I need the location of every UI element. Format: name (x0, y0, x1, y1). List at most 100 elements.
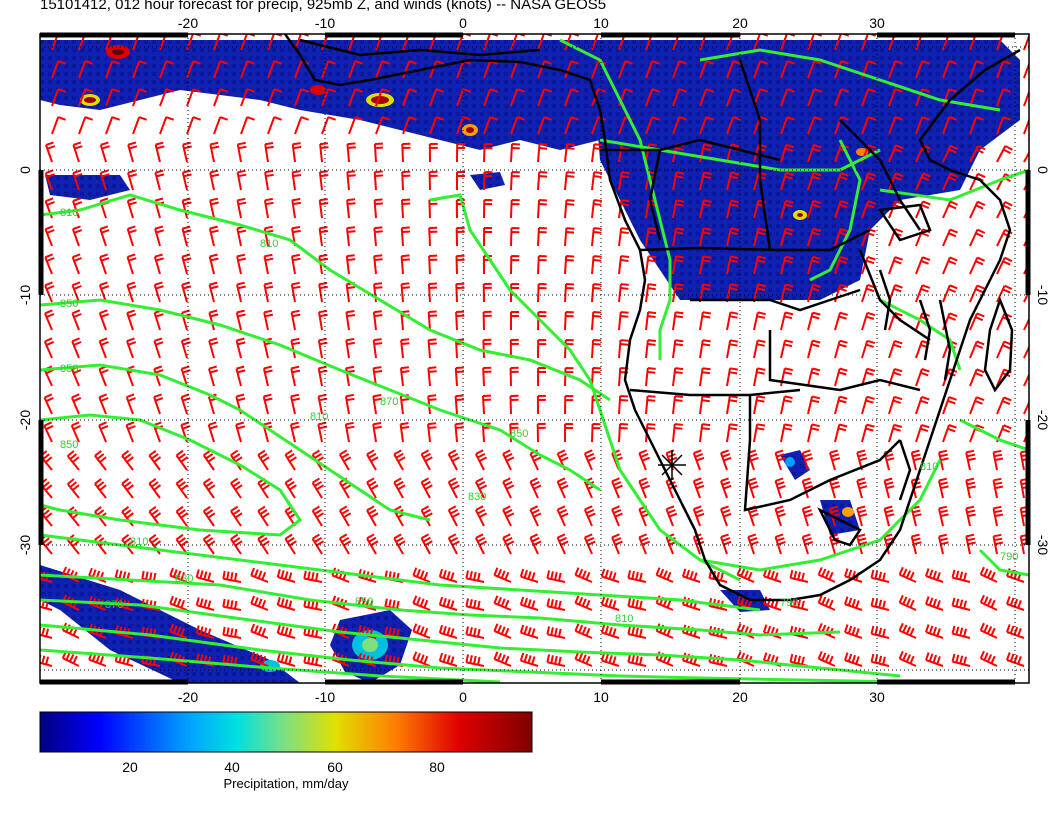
wind-barb (611, 477, 623, 499)
wind-barb (267, 88, 283, 107)
wind-barb (942, 424, 957, 443)
contour-line (429, 193, 741, 582)
wind-barb (159, 88, 175, 107)
map-title: 15101412, 012 hour forecast for precip, … (40, 0, 607, 13)
contour-line (40, 533, 761, 612)
contour-label: 830 (468, 491, 486, 503)
wind-barb (801, 533, 814, 555)
lon-tick-label: 10 (593, 15, 609, 31)
wind-barb (153, 337, 164, 359)
wind-barb (262, 393, 273, 415)
contour-line (40, 298, 601, 492)
wind-barb (372, 310, 383, 331)
wind-barb (611, 533, 623, 555)
wind-barb (537, 171, 548, 191)
wind-barb (510, 199, 520, 219)
wind-barb (969, 396, 985, 415)
wind-barb (465, 570, 485, 583)
lat-tick-label: -20 (1035, 410, 1051, 430)
contour-label: 870 (105, 599, 123, 611)
wind-barb (393, 533, 406, 555)
wind-barb (780, 116, 796, 135)
wind-barb (153, 393, 164, 415)
wind-barb (537, 88, 553, 107)
lon-tick-label: 0 (459, 689, 467, 705)
contour-label: 810 (60, 207, 78, 219)
wind-barb (645, 60, 661, 79)
wind-barb (672, 60, 688, 79)
wind-barb (672, 199, 685, 219)
wind-barb (591, 423, 601, 443)
wind-barb (910, 533, 922, 555)
wind-barb (482, 394, 492, 415)
wind-barb (546, 598, 566, 611)
wind-barb (915, 368, 930, 387)
wind-barb (883, 533, 895, 555)
wind-barb (618, 255, 630, 275)
madagascar-coast (983, 296, 1014, 393)
contour-line (40, 413, 303, 537)
wind-barb (318, 254, 329, 275)
wind-barb (1023, 344, 1029, 359)
wind-barb (969, 284, 985, 303)
wind-barb (969, 88, 985, 107)
country-border (839, 119, 922, 231)
wind-barb (402, 88, 418, 107)
wind-barb (195, 569, 215, 583)
wind-barb (66, 450, 80, 471)
wind-barb (456, 116, 472, 135)
wind-barb (114, 597, 134, 611)
right-lat-labels: 0 -10 -20 -30 (1035, 166, 1051, 555)
lon-tick-label: -10 (315, 689, 335, 705)
wind-barb (780, 171, 794, 191)
wind-barb (856, 449, 868, 471)
wind-barb (564, 199, 575, 219)
wind-barb (915, 200, 931, 219)
wind-barb (263, 197, 274, 219)
wind-barb (456, 88, 472, 107)
contour-label: 850 (60, 439, 78, 451)
wind-barb (319, 142, 329, 163)
wind-barb (915, 423, 930, 443)
wind-barb (780, 255, 794, 275)
wind-barb (672, 311, 684, 331)
wind-barb (618, 311, 629, 331)
wind-barb (250, 567, 269, 583)
wind-barb (482, 282, 492, 303)
wind-barb (861, 116, 877, 135)
wind-barb (372, 338, 383, 359)
wind-barb (692, 477, 705, 499)
wind-barb (132, 116, 148, 135)
wind-barb (502, 505, 515, 527)
wind-barb (400, 254, 410, 275)
wind-barb (591, 367, 601, 387)
wind-barb (801, 477, 814, 499)
wind-barb (456, 171, 465, 190)
wind-barb (127, 169, 138, 191)
wind-barb (455, 254, 465, 275)
wind-barb (294, 88, 310, 107)
wind-barb (208, 309, 219, 331)
wind-barb (372, 422, 382, 443)
contour-label: 810 (615, 613, 633, 625)
wind-barb (672, 255, 684, 275)
wind-barb (583, 449, 596, 471)
wind-barb (61, 650, 80, 667)
wind-barb (951, 597, 971, 611)
wind-barb (655, 567, 674, 583)
wind-barb (510, 171, 520, 191)
wind-barb (556, 505, 569, 527)
wind-barb (591, 255, 602, 275)
wind-barb (861, 172, 877, 191)
wind-barb (888, 116, 904, 135)
wind-barb (331, 595, 350, 611)
wind-barb (681, 568, 701, 583)
wind-barb (638, 505, 651, 527)
wind-barb (574, 567, 593, 583)
wind-barb (747, 533, 759, 555)
contour-line (40, 363, 431, 522)
wind-barb (996, 284, 1013, 303)
wind-barb (438, 568, 458, 583)
wind-barb (870, 597, 890, 611)
wind-barb (627, 654, 647, 667)
